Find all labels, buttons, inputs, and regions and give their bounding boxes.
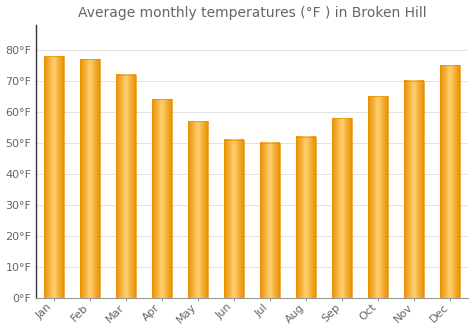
- Bar: [80, 59, 100, 298]
- Bar: [260, 143, 280, 298]
- Bar: [332, 118, 352, 298]
- Bar: [224, 140, 244, 298]
- Bar: [188, 121, 208, 298]
- Bar: [152, 99, 172, 298]
- Title: Average monthly temperatures (°F ) in Broken Hill: Average monthly temperatures (°F ) in Br…: [78, 6, 427, 20]
- Bar: [440, 65, 460, 298]
- Bar: [116, 74, 136, 298]
- Bar: [368, 96, 388, 298]
- Bar: [44, 56, 64, 298]
- Bar: [296, 137, 316, 298]
- Bar: [404, 81, 424, 298]
